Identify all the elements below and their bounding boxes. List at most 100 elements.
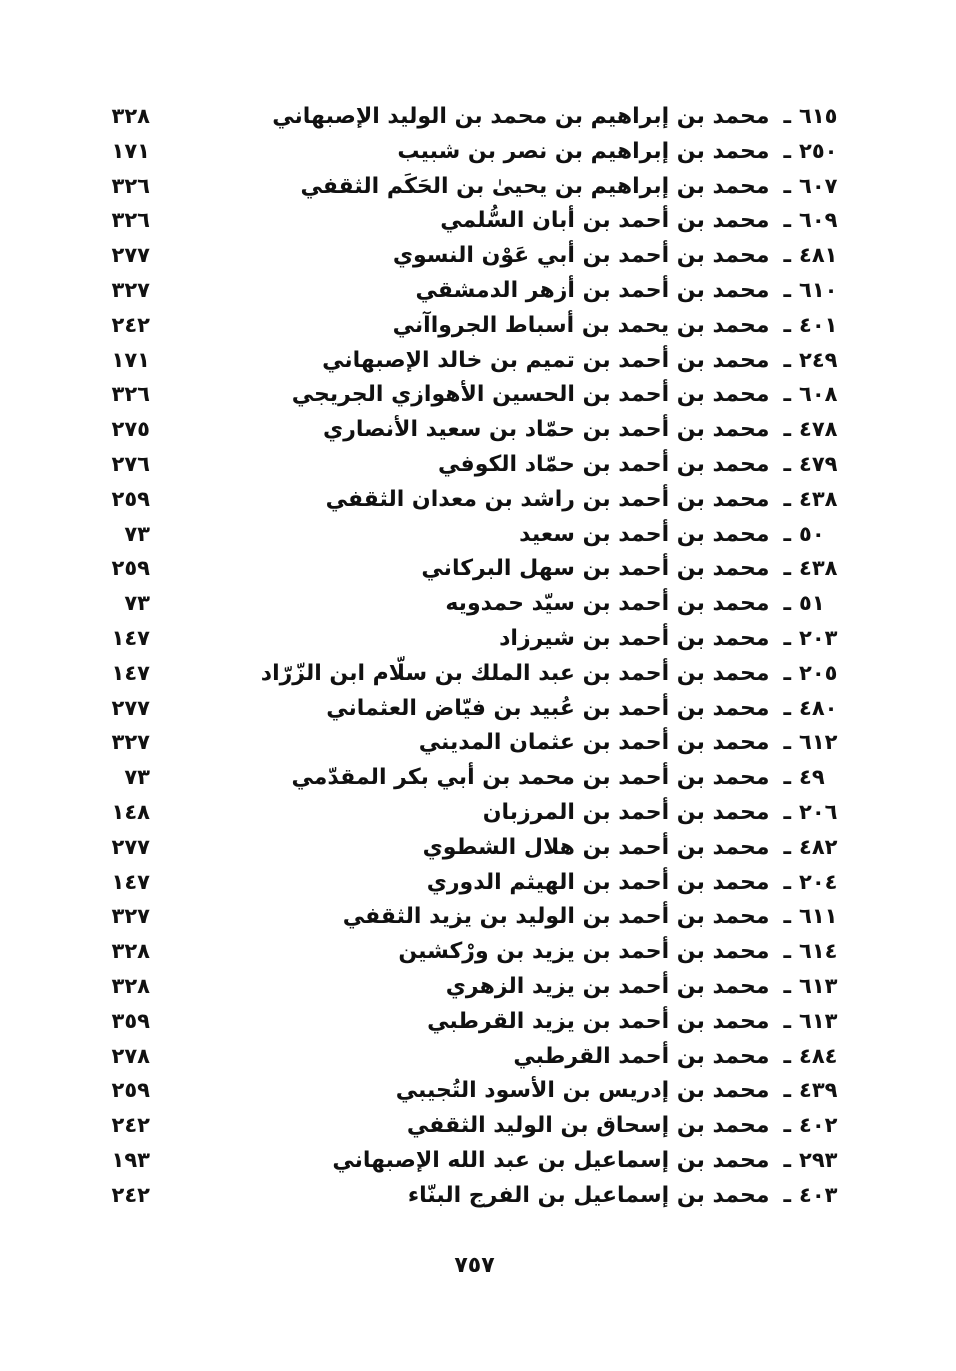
- index-row: ٢٧٧ ٤٨١ ـ محمد بن أحمد بن أبي عَوْن النس…: [0, 239, 956, 274]
- dash-separator: ـ: [783, 556, 791, 582]
- entry-name: محمد بن أحمد بن الوليد بن يزيد الثقفي: [342, 904, 770, 930]
- dash-separator: ـ: [783, 521, 791, 547]
- entry-number: ٥١: [799, 591, 825, 616]
- entry-number: ٤٨١: [799, 243, 838, 268]
- entry-number: ٢٠٥: [799, 660, 838, 685]
- entry-number: ٦٠٧: [799, 173, 838, 198]
- dash-separator: ـ: [783, 591, 791, 617]
- entry-name: محمد بن أحمد بن أبي عَوْن النسوي: [392, 243, 770, 269]
- dash-separator: ـ: [783, 1043, 791, 1069]
- page-ref-number: ٢٧٧: [111, 834, 150, 859]
- page-ref-number: ٢٧٧: [111, 243, 150, 268]
- dash-separator: ـ: [783, 138, 791, 164]
- page-ref-number: ٢٧٨: [111, 1043, 150, 1068]
- page-ref-number: ٣٢٧: [111, 277, 150, 302]
- entry-name: محمد بن أحمد بن أبان السُّلمي: [440, 208, 770, 234]
- entry-name: محمد بن أحمد بن هلال الشطوي: [422, 834, 770, 860]
- page-ref-number: ١٤٧: [111, 660, 150, 685]
- index-row: ١٤٧ ٢٠٥ ـ محمد بن أحمد بن عبد الملك بن س…: [0, 657, 956, 692]
- index-row: ٧٣ ٥١ ـ محمد بن أحمد بن سيّد حمدويه: [0, 587, 956, 622]
- page-ref-number: ١٤٨: [111, 799, 150, 824]
- entry-name: محمد بن أحمد بن عُبيد بن فيّاض العثماني: [326, 695, 770, 721]
- page-ref-number: ٣٢٨: [111, 973, 150, 998]
- entry-name: محمد بن أحمد بن عبد الملك بن سلّام ابن ا…: [260, 660, 770, 686]
- entry-name: محمد بن أحمد بن سعيد: [519, 521, 770, 547]
- entry-name: محمد بن أحمد بن الحسين الأهوازي الجريجي: [291, 382, 770, 408]
- dash-separator: ـ: [783, 973, 791, 999]
- dash-separator: ـ: [783, 869, 791, 895]
- entry-name: محمد بن أحمد بن حمّاد الكوفي: [438, 451, 770, 477]
- index-entry: ٤٨٢ ـ محمد بن أحمد بن هلال الشطوي: [423, 831, 844, 866]
- page-ref-number: ٢٧٥: [111, 417, 150, 442]
- page-ref-number: ٧٣: [124, 765, 150, 790]
- entry-number: ٦١٣: [799, 973, 838, 998]
- index-row: ١٧١ ٢٤٩ ـ محمد بن أحمد بن تميم بن خالد ا…: [0, 344, 956, 379]
- index-row: ١٤٧ ٢٠٣ ـ محمد بن أحمد بن شيرزاد: [0, 622, 956, 657]
- page-ref-number: ٧٣: [124, 521, 150, 546]
- page-ref-number: ٣٢٦: [111, 173, 150, 198]
- entry-name: محمد بن أحمد بن سهل البركاني: [421, 556, 770, 582]
- entry-number: ٤٨٠: [799, 695, 838, 720]
- index-row: ١٧١ ٢٥٠ ـ محمد بن إبراهيم بن نصر بن شبيب: [0, 135, 956, 170]
- entry-name: محمد بن أحمد بن حمّاد بن سعيد الأنصاري: [323, 417, 770, 443]
- entry-name: محمد بن إسماعيل بن عبد الله الإصبهاني: [332, 1147, 770, 1173]
- index-list: ٣٢٨ ٦١٥ ـ محمد بن إبراهيم بن محمد بن الو…: [0, 100, 956, 1208]
- entry-number: ٢٠٣: [799, 625, 838, 650]
- index-entry: ٤٨٠ ـ محمد بن أحمد بن عُبيد بن فيّاض الع…: [326, 692, 844, 727]
- entry-name: محمد بن أحمد بن المرزبان: [482, 799, 770, 825]
- entry-number: ٤٨٢: [799, 834, 838, 859]
- page-ref-number: ١٤٧: [111, 869, 150, 894]
- page-ref-number: ١٤٧: [111, 625, 150, 650]
- index-row: ٢٥٩ ٤٣٨ ـ محمد بن أحمد بن سهل البركاني: [0, 552, 956, 587]
- dash-separator: ـ: [783, 417, 791, 443]
- entry-name: محمد بن أحمد بن سيّد حمدويه: [445, 591, 770, 617]
- dash-separator: ـ: [783, 451, 791, 477]
- entry-number: ٤٧٨: [799, 417, 838, 442]
- index-entry: ٤٨٤ ـ محمد بن أحمد القرطبي: [513, 1040, 844, 1075]
- page-ref-number: ٣٢٦: [111, 382, 150, 407]
- entry-name: محمد بن إدريس بن الأسود التُجيبي: [395, 1078, 770, 1104]
- page-ref-number: ٧٣: [124, 591, 150, 616]
- page-ref-number: ٢٧٧: [111, 695, 150, 720]
- entry-name: محمد بن أحمد بن الهيثم الدوري: [426, 869, 770, 895]
- index-row: ٣٢٧ ٦١٢ ـ محمد بن أحمد بن عثمان المديني: [0, 726, 956, 761]
- dash-separator: ـ: [783, 660, 791, 686]
- index-entry: ٢٥٠ ـ محمد بن إبراهيم بن نصر بن شبيب: [397, 135, 844, 170]
- entry-name: محمد بن إبراهيم بن يحيىٰ بن الحَكَم الثق…: [300, 173, 770, 199]
- entry-name: محمد بن يحمد بن أسباط الجرواآني: [392, 312, 770, 338]
- dash-separator: ـ: [783, 939, 791, 965]
- index-row: ٣٥٩ ٦١٣ ـ محمد بن أحمد بن يزيد القرطبي: [0, 1005, 956, 1040]
- index-entry: ٢٠٦ ـ محمد بن أحمد بن المرزبان: [483, 796, 844, 831]
- entry-name: محمد بن أحمد بن يزيد الزهري: [445, 973, 770, 999]
- index-row: ٢٤٢ ٤٠٢ ـ محمد بن إسحاق بن الوليد الثقفي: [0, 1109, 956, 1144]
- index-row: ٣٢٦ ٦٠٧ ـ محمد بن إبراهيم بن يحيىٰ بن ال…: [0, 170, 956, 205]
- index-row: ٢٧٥ ٤٧٨ ـ محمد بن أحمد بن حمّاد بن سعيد …: [0, 413, 956, 448]
- dash-separator: ـ: [783, 1147, 791, 1173]
- dash-separator: ـ: [783, 799, 791, 825]
- dash-separator: ـ: [783, 486, 791, 512]
- entry-number: ٤٠٣: [799, 1182, 838, 1207]
- index-row: ٧٣ ٥٠ ـ محمد بن أحمد بن سعيد: [0, 518, 956, 553]
- dash-separator: ـ: [783, 765, 791, 791]
- entry-number: ٢٥٠: [799, 138, 838, 163]
- index-row: ٣٢٧ ٦١٠ ـ محمد بن أحمد بن أزهر الدمشقي: [0, 274, 956, 309]
- index-row: ٢٤٢ ٤٠١ ـ محمد بن يحمد بن أسباط الجرواآن…: [0, 309, 956, 344]
- entry-name: محمد بن أحمد بن يزيد بن ورْكشين: [398, 939, 770, 965]
- index-row: ٢٧٨ ٤٨٤ ـ محمد بن أحمد القرطبي: [0, 1040, 956, 1075]
- entry-name: محمد بن إبراهيم بن نصر بن شبيب: [397, 138, 770, 164]
- index-entry: ٤٩ ـ محمد بن أحمد بن محمد بن أبي بكر الم…: [292, 761, 844, 796]
- index-entry: ٦٠٧ ـ محمد بن إبراهيم بن يحيىٰ بن الحَكَ…: [300, 170, 844, 205]
- index-row: ٣٢٦ ٦٠٩ ـ محمد بن أحمد بن أبان السُّلمي: [0, 204, 956, 239]
- index-row: ٢٧٧ ٤٨٢ ـ محمد بن أحمد بن هلال الشطوي: [0, 831, 956, 866]
- index-row: ١٤٨ ٢٠٦ ـ محمد بن أحمد بن المرزبان: [0, 796, 956, 831]
- entry-number: ٢٤٩: [799, 347, 838, 372]
- page-ref-number: ١٧١: [111, 347, 150, 372]
- entry-number: ٥٠: [799, 521, 825, 546]
- page-ref-number: ٣٢٨: [111, 939, 150, 964]
- dash-separator: ـ: [783, 173, 791, 199]
- page-ref-number: ١٧١: [111, 138, 150, 163]
- entry-number: ٤٠٢: [799, 1113, 838, 1138]
- dash-separator: ـ: [783, 104, 791, 129]
- index-entry: ٦١٥ ـ محمد بن إبراهيم بن محمد بن الوليد …: [272, 100, 844, 135]
